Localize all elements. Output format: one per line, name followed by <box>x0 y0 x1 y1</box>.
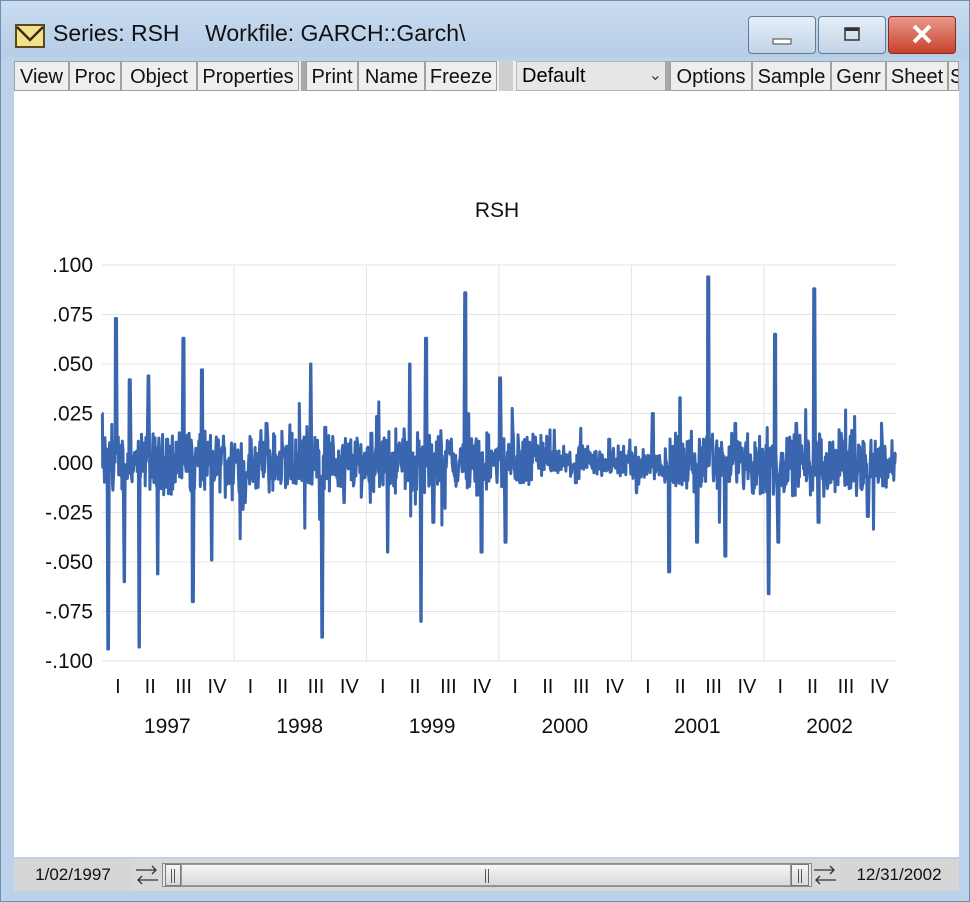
name-button[interactable]: Name <box>358 61 425 91</box>
x-year-label: 1998 <box>276 715 323 738</box>
x-quarter-label: III <box>308 676 325 698</box>
x-quarter-label: IV <box>870 676 890 698</box>
toolbar-separator <box>499 61 513 91</box>
sample-range-scrollbar[interactable] <box>162 863 812 887</box>
title-bar[interactable]: Series: RSH Workfile: GARCH::Garch\ <box>1 1 969 57</box>
x-quarter-label: IV <box>340 676 360 698</box>
y-tick-label: -.025 <box>45 502 93 525</box>
freeze-button[interactable]: Freeze <box>425 61 497 91</box>
x-quarter-label: II <box>807 676 818 698</box>
x-quarter-label: I <box>248 676 254 698</box>
window-title: Series: RSH Workfile: GARCH::Garch\ <box>53 20 466 46</box>
chevron-down-icon: ⌄ <box>648 67 662 84</box>
x-year-label: 2000 <box>541 715 588 738</box>
close-button[interactable] <box>888 16 956 54</box>
x-quarter-label: IV <box>472 676 492 698</box>
x-quarter-label: IV <box>737 676 757 698</box>
x-quarter-label: III <box>573 676 590 698</box>
object-button[interactable]: Object <box>121 61 197 91</box>
chart-title: RSH <box>475 199 519 222</box>
sample-button[interactable]: Sample <box>752 61 831 91</box>
x-quarter-label: I <box>645 676 651 698</box>
genr-button[interactable]: Genr <box>831 61 886 91</box>
x-quarter-label: II <box>542 676 553 698</box>
x-quarter-label: IV <box>605 676 625 698</box>
dropdown-value: Default <box>522 65 586 87</box>
x-quarter-label: III <box>838 676 855 698</box>
y-tick-label: .000 <box>52 452 93 475</box>
x-quarter-label: I <box>380 676 386 698</box>
print-button[interactable]: Print <box>306 61 358 91</box>
x-year-label: 1999 <box>409 715 456 738</box>
minimize-button[interactable] <box>748 16 816 54</box>
overflow-button[interactable]: S <box>948 61 959 91</box>
x-quarter-label: II <box>277 676 288 698</box>
x-year-label: 1997 <box>144 715 191 738</box>
toolbar: View Proc Object Properties Print Name F… <box>14 61 959 91</box>
x-quarter-label: II <box>145 676 156 698</box>
y-tick-label: -.075 <box>45 601 93 624</box>
view-mode-dropdown[interactable]: Default ⌄ <box>516 61 671 91</box>
options-button[interactable]: Options <box>670 61 752 91</box>
envelope-icon <box>15 24 45 48</box>
series-rsh-line <box>100 275 897 651</box>
properties-button[interactable]: Properties <box>197 61 299 91</box>
range-end-handle[interactable] <box>791 864 809 886</box>
y-tick-label: .100 <box>52 254 93 277</box>
toolbar-separator <box>665 61 670 91</box>
toolbar-separator <box>301 61 306 91</box>
graph-area: RSH .100 .075 .050 .025 .000 -.025 -.050 -.075 -… <box>14 91 959 857</box>
range-thumb[interactable] <box>181 864 791 886</box>
maximize-button[interactable] <box>818 16 886 54</box>
y-tick-label: .050 <box>52 353 93 376</box>
sample-start-date: 1/02/1997 <box>14 859 132 891</box>
x-quarter-label: III <box>175 676 192 698</box>
x-quarter-label: I <box>778 676 784 698</box>
proc-button[interactable]: Proc <box>69 61 121 91</box>
y-tick-label: -.050 <box>45 551 93 574</box>
swap-arrows-icon[interactable] <box>812 863 838 887</box>
maximize-icon <box>844 27 860 41</box>
x-quarter-label: II <box>675 676 686 698</box>
x-quarter-label: II <box>409 676 420 698</box>
y-tick-label: -.100 <box>45 650 93 673</box>
close-icon <box>912 24 932 44</box>
range-start-handle[interactable] <box>165 864 181 886</box>
view-button[interactable]: View <box>14 61 69 91</box>
x-year-label: 2002 <box>806 715 853 738</box>
sample-end-date: 12/31/2002 <box>840 859 958 891</box>
sheet-button[interactable]: Sheet <box>886 61 948 91</box>
rsh-line-chart: RSH .100 .075 .050 .025 .000 -.025 -.050 -.075 -… <box>45 199 897 738</box>
x-year-label: 2001 <box>674 715 721 738</box>
x-quarter-label: I <box>115 676 121 698</box>
y-tick-label: .025 <box>52 403 93 426</box>
minimize-icon <box>772 38 792 45</box>
y-axis-labels: .100 .075 .050 .025 .000 -.025 -.050 -.075 -.100 <box>45 254 93 673</box>
x-quarter-label: III <box>440 676 457 698</box>
x-quarter-label: I <box>512 676 518 698</box>
sample-range-bar: 1/02/1997 12/31/2002 <box>14 859 959 891</box>
x-axis-labels: I II III IV I II III IV I II III IV I II III IV I II III IV… <box>115 676 889 738</box>
y-tick-label: .075 <box>52 304 93 327</box>
swap-arrows-icon[interactable] <box>134 863 160 887</box>
x-quarter-label: III <box>705 676 722 698</box>
x-quarter-label: IV <box>208 676 228 698</box>
